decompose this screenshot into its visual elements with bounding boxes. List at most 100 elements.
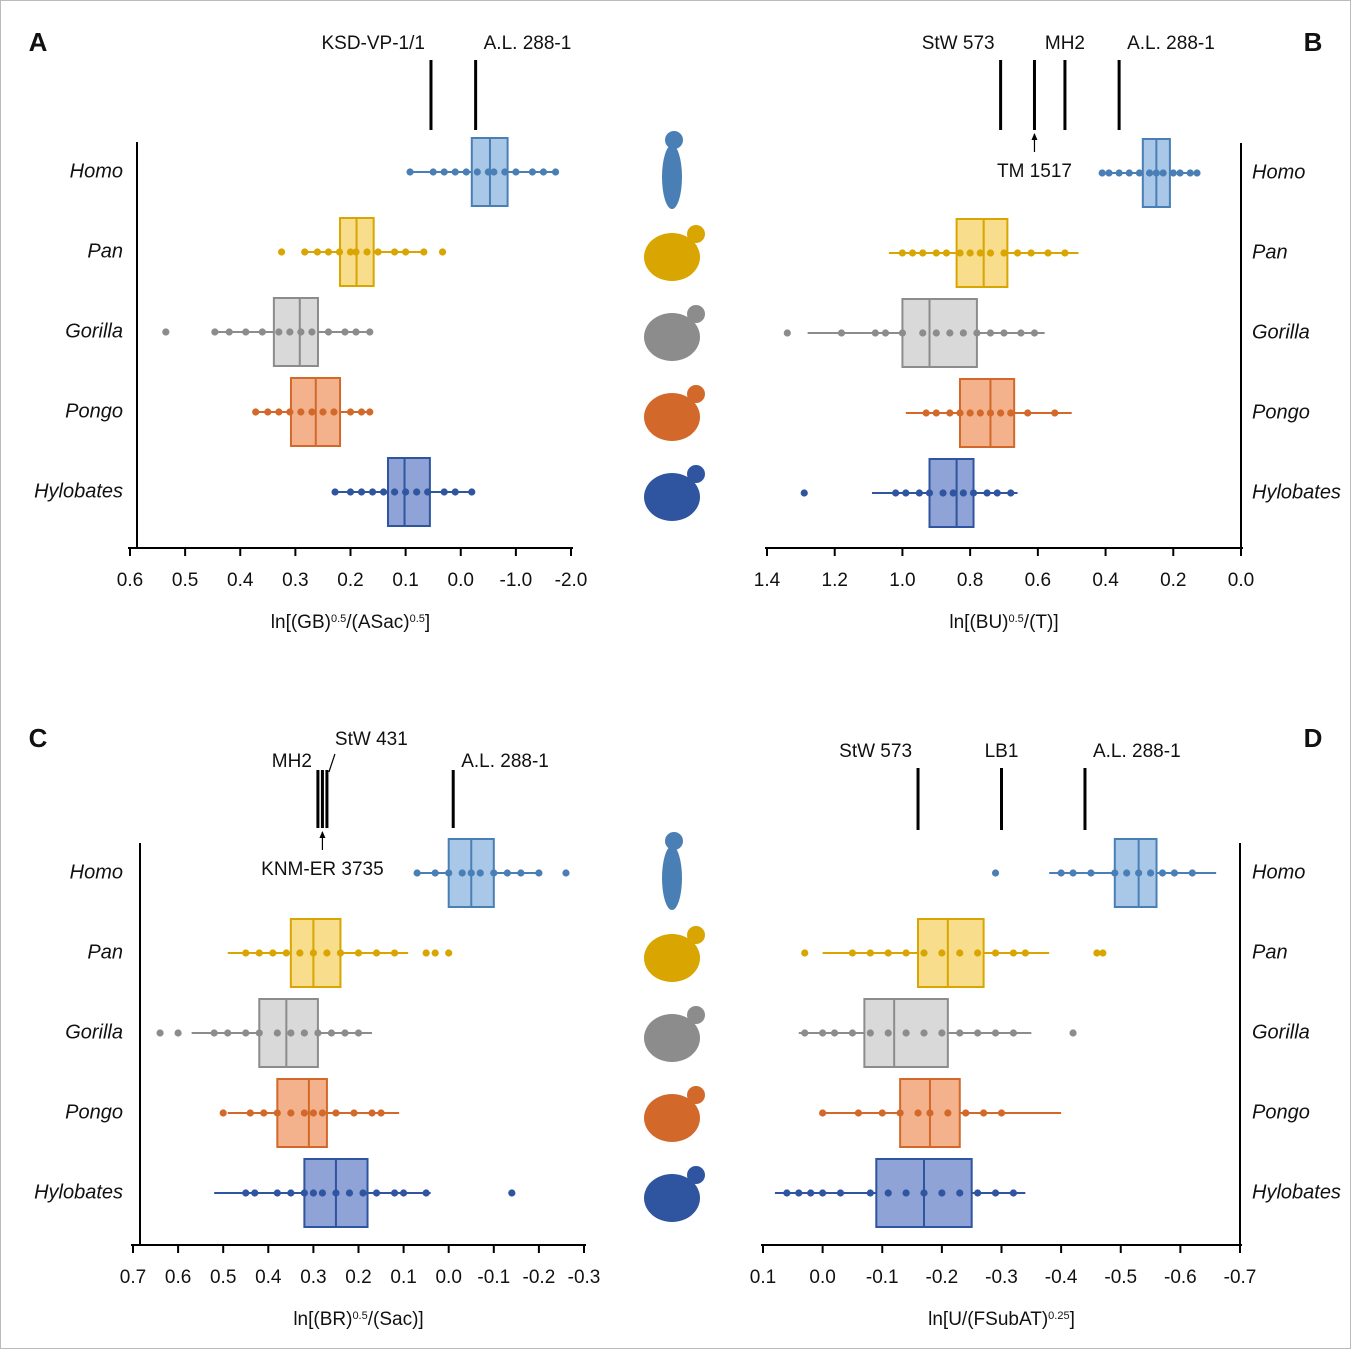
point	[308, 328, 316, 336]
point	[1186, 169, 1194, 177]
arrow-head	[1031, 133, 1038, 140]
point	[1145, 169, 1154, 177]
panel-label: D	[1304, 723, 1323, 753]
point	[503, 869, 511, 877]
point	[830, 1029, 839, 1037]
point	[406, 168, 414, 176]
point	[884, 1189, 892, 1197]
x-tick-label: 0.2	[337, 570, 363, 591]
point	[1013, 249, 1022, 257]
point	[944, 1109, 952, 1117]
icon-body	[644, 313, 700, 361]
point	[1170, 869, 1179, 877]
point	[898, 249, 907, 257]
species-label: Gorilla	[65, 1021, 123, 1043]
point	[976, 249, 984, 257]
species-label: Gorilla	[1252, 321, 1310, 343]
fossil-label: MH2	[272, 751, 312, 772]
point	[1098, 169, 1106, 177]
fossil-label: MH2	[1045, 33, 1085, 54]
point	[287, 1189, 295, 1197]
point	[330, 408, 338, 416]
point	[926, 1109, 934, 1117]
point	[363, 248, 371, 256]
point	[969, 489, 978, 497]
species-label: Pongo	[65, 400, 123, 422]
panel-label: A	[29, 27, 48, 57]
point	[420, 248, 428, 256]
icon-body	[644, 233, 700, 281]
silhouette-icon	[644, 305, 705, 361]
x-axis-label-part: ]	[425, 612, 430, 633]
point	[282, 949, 290, 957]
x-tick-label: 0.3	[282, 570, 308, 591]
species-label: Homo	[1252, 161, 1305, 183]
point	[884, 949, 892, 957]
point	[211, 328, 219, 336]
x-tick-label: 0.4	[1092, 570, 1119, 591]
x-axis-label: ln[(BU)0.5/(T)]	[949, 612, 1058, 633]
point	[368, 1109, 376, 1117]
x-tick-label: 0.6	[165, 1267, 191, 1288]
species-label: Hylobates	[34, 480, 123, 502]
point	[986, 329, 995, 337]
fossil-label: A.L. 288-1	[484, 33, 572, 54]
point	[275, 328, 283, 336]
x-tick-label: 0.1	[392, 570, 418, 591]
silhouette-icon	[644, 225, 705, 281]
point	[1069, 869, 1077, 877]
point	[1135, 169, 1144, 177]
point	[956, 249, 964, 257]
silhouette-icon	[644, 1166, 705, 1222]
x-tick-label: -0.3	[985, 1267, 1018, 1288]
x-tick-label: 0.6	[117, 570, 143, 591]
point	[1061, 249, 1069, 257]
point	[467, 869, 475, 877]
silhouette-icon	[644, 1006, 705, 1062]
point	[932, 249, 940, 257]
x-tick-label: 0.1	[750, 1267, 776, 1288]
point	[1024, 409, 1032, 417]
point	[512, 168, 520, 176]
point	[966, 249, 974, 257]
x-tick-label: 0.4	[255, 1267, 282, 1288]
point	[424, 488, 432, 496]
point	[983, 489, 991, 497]
x-tick-label: -0.2	[926, 1267, 959, 1288]
x-tick-label: -0.6	[1164, 1267, 1197, 1288]
point	[881, 329, 890, 337]
point	[1159, 169, 1167, 177]
point	[1135, 869, 1143, 877]
point	[501, 168, 509, 176]
point	[210, 1029, 218, 1037]
point	[300, 1109, 308, 1117]
point	[974, 1029, 982, 1037]
point	[1099, 949, 1107, 957]
x-tick-label: -1.0	[500, 570, 533, 591]
x-axis-label-part: ln[(BR)	[293, 1309, 352, 1330]
point	[354, 949, 363, 957]
x-axis-label-part: 0.5	[410, 613, 425, 625]
point	[1009, 1189, 1018, 1197]
point	[341, 328, 349, 336]
point	[973, 329, 981, 337]
point	[949, 489, 957, 497]
species-label: Pongo	[65, 1101, 123, 1123]
point	[1146, 869, 1155, 877]
species-label: Pan	[1252, 241, 1288, 263]
x-tick-label: 0.5	[210, 1267, 236, 1288]
point	[473, 168, 481, 176]
point	[848, 1029, 857, 1037]
point	[1021, 949, 1029, 957]
point	[1009, 1029, 1018, 1037]
point	[366, 408, 374, 416]
fossil-label: KSD-VP-1/1	[321, 33, 424, 54]
point	[319, 408, 327, 416]
icon-body	[644, 1014, 700, 1062]
point	[800, 489, 808, 497]
point	[402, 488, 410, 496]
point	[919, 249, 927, 257]
point	[1087, 869, 1095, 877]
point	[1069, 1029, 1077, 1037]
point	[896, 1109, 904, 1117]
